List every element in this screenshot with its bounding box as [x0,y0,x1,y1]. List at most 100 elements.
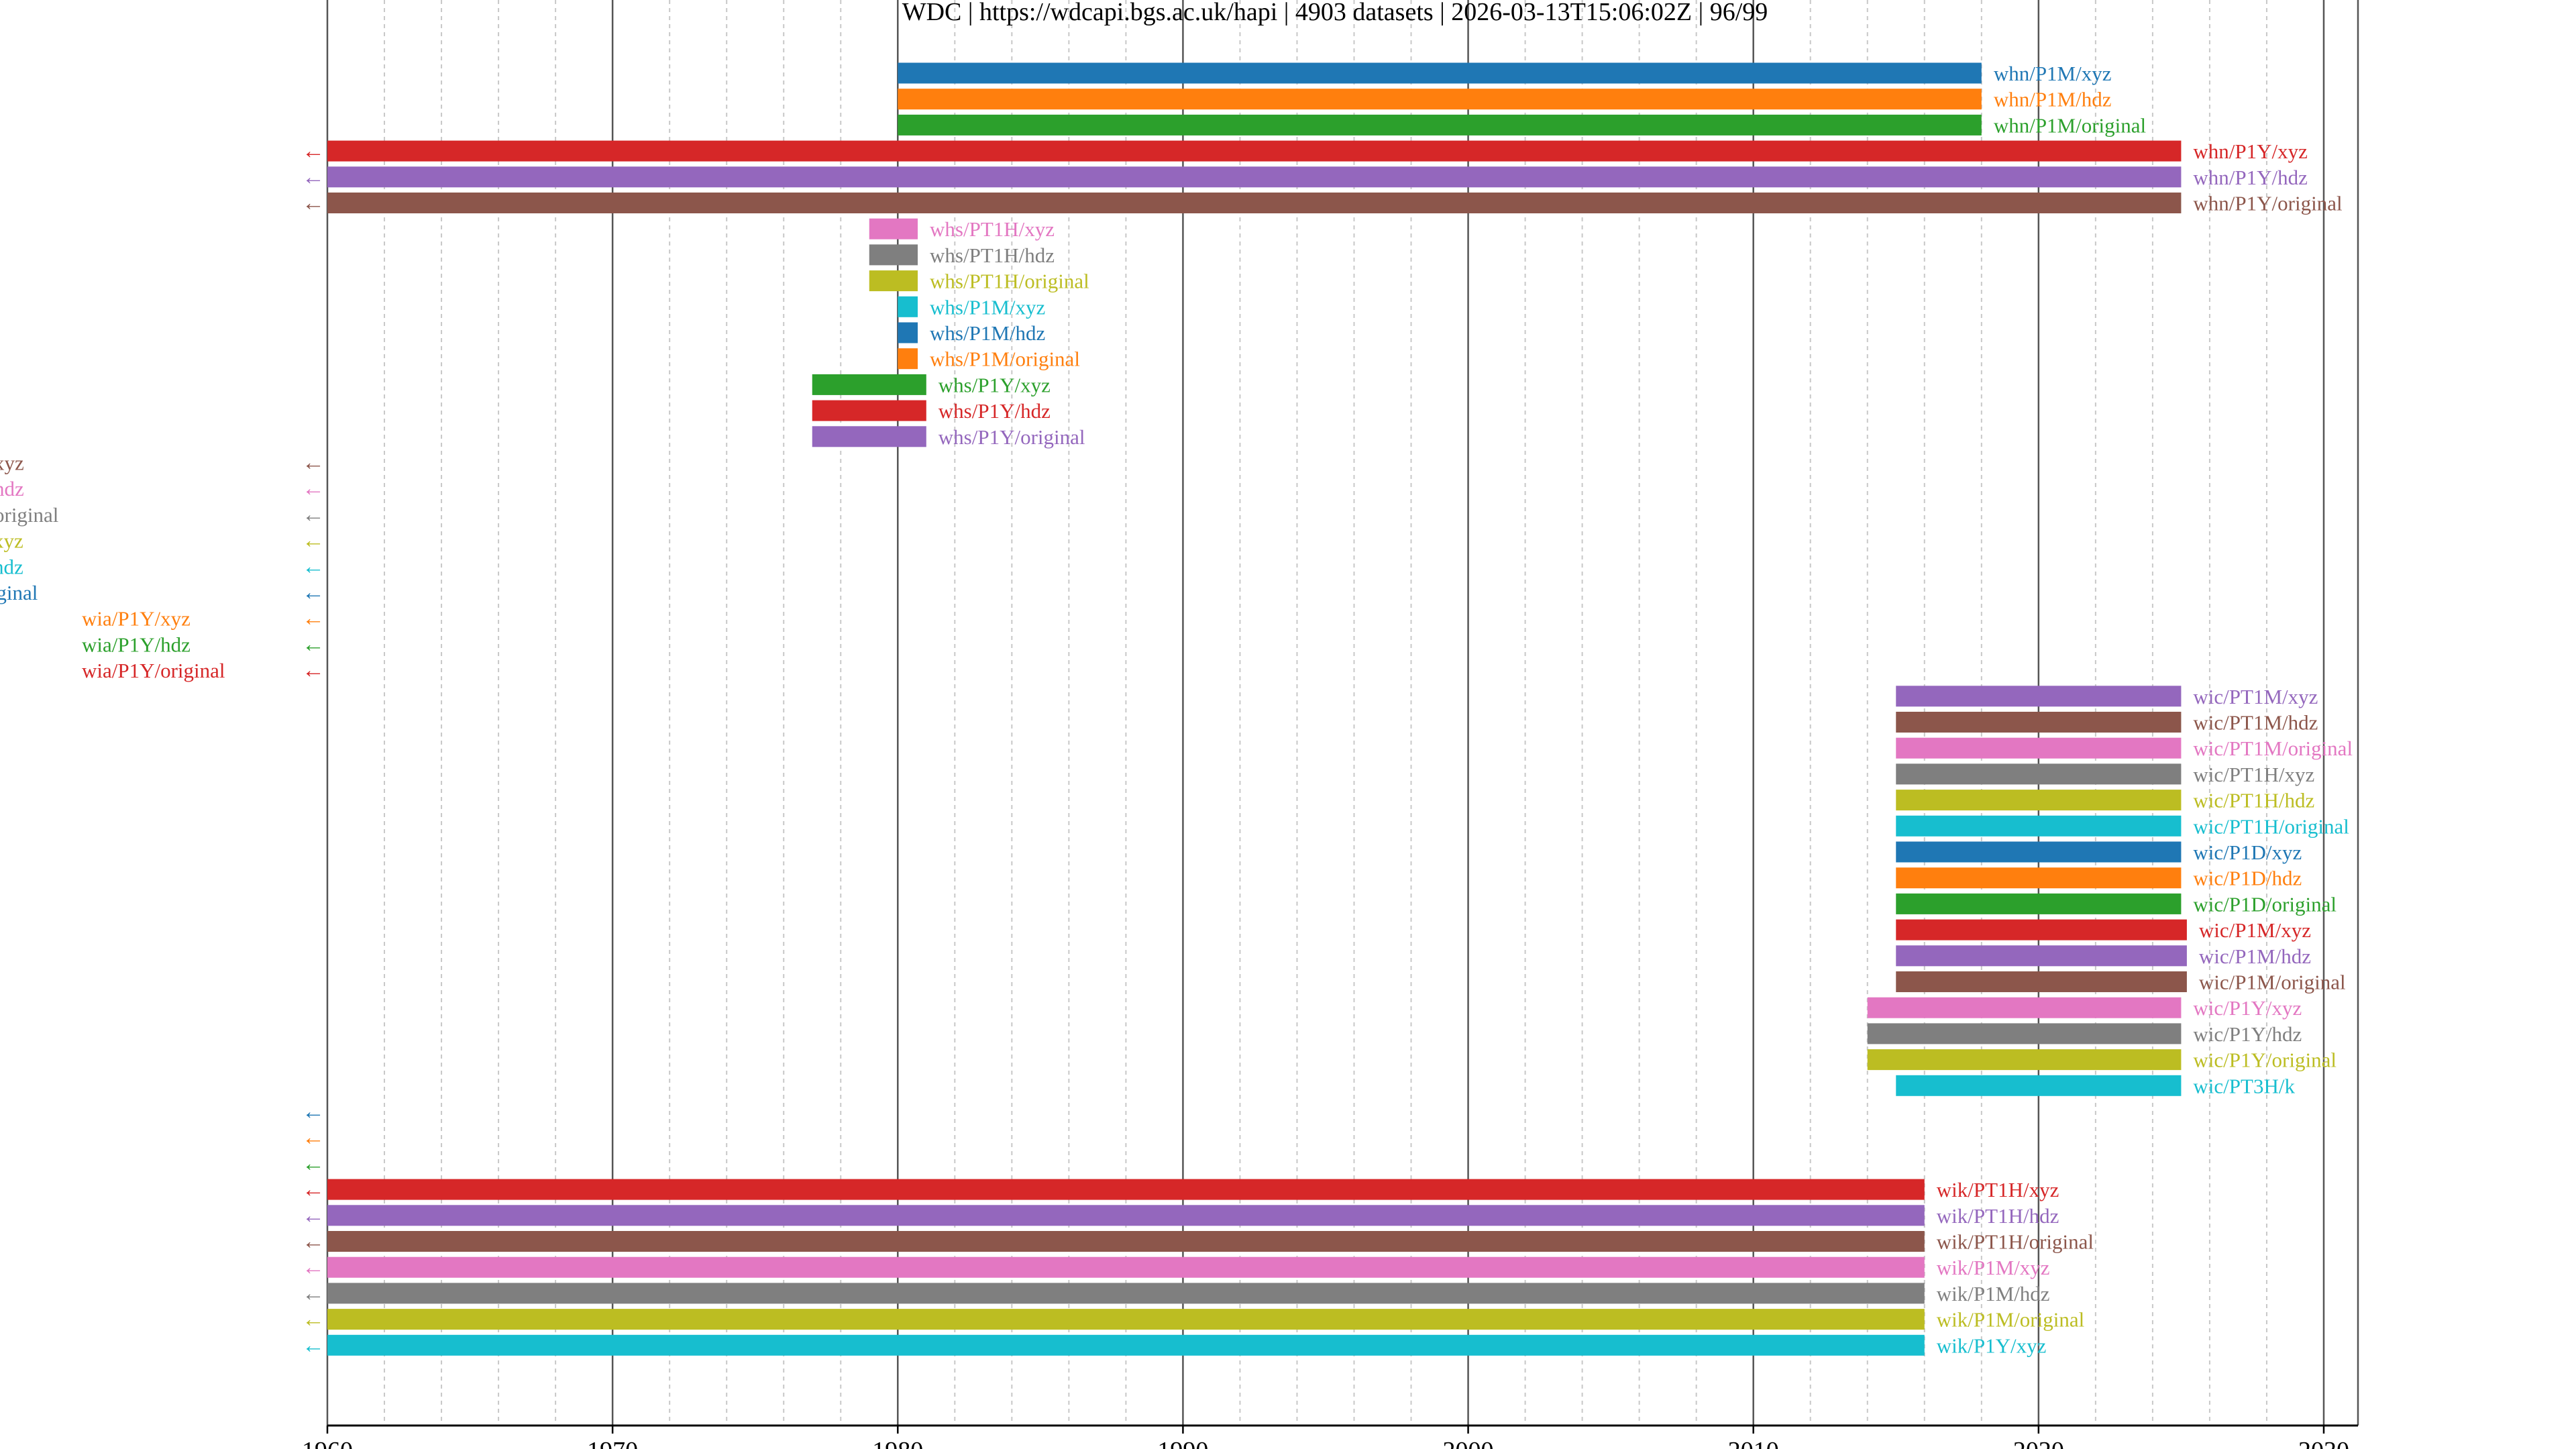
dataset-bar [327,1231,1925,1252]
dataset-bar [869,244,918,266]
truncation-arrow: ← [302,1126,325,1150]
dataset-label: wic/PT1H/hdz [2193,789,2314,812]
truncation-arrow: ← [302,1281,325,1306]
dataset-label: whn/P1M/xyz [1994,62,2112,85]
x-tick-label: 1970 [587,1437,638,1449]
dataset-label: whs/P1M/hdz [930,321,1045,345]
dataset-label: whs/P1M/xyz [930,295,1045,319]
dataset-bar [1896,790,2182,811]
truncation-arrow: ← [302,554,325,579]
dataset-label: whs/PT1H/xyz [930,217,1055,241]
dataset-label: whn/P1M/original [1994,113,2146,137]
dataset-label: whn/P1M/hdz [1994,88,2112,111]
truncation-arrow: ← [302,502,325,527]
dataset-label: xyz [0,529,23,553]
dataset-bar [1867,997,2182,1018]
dataset-bar [327,166,2182,188]
dataset-label: H/xyz [0,451,24,475]
truncation-arrow: ← [302,1099,325,1124]
dataset-bar [1896,815,2182,837]
truncation-arrow: ← [302,632,325,657]
truncation-arrow: ← [302,1307,325,1332]
truncation-arrow: ← [302,165,325,190]
dataset-bar [1896,763,2182,785]
x-tick-label: 2020 [2013,1437,2064,1449]
truncation-arrow: ← [302,606,325,631]
truncation-arrow: ← [302,580,325,605]
dataset-bar [1896,867,2182,889]
truncation-arrow: ← [302,1177,325,1202]
chart-title: WDC | https://wdcapi.bgs.ac.uk/hapi | 49… [902,0,1768,26]
dataset-bar [1896,945,2187,967]
truncation-arrows: ←←←←←←←←←←←←←←←←←←←←←← [302,139,325,1358]
dataset-label: whs/PT1H/hdz [930,244,1055,267]
dataset-label: wic/PT1M/original [2193,737,2353,760]
truncation-arrow: ← [302,476,325,501]
dataset-label: wik/P1Y/xyz [1937,1334,2047,1357]
dataset-label: whn/P1Y/xyz [2193,140,2308,163]
dataset-label: wic/P1M/original [2199,971,2346,994]
dataset-bar [1896,712,2182,733]
dataset-bar [1896,841,2182,863]
dataset-label: wic/P1M/xyz [2199,918,2311,942]
dataset-bar [898,114,1982,136]
dataset-bar [1896,971,2187,992]
truncation-arrow: ← [302,529,325,553]
truncation-arrow: ← [302,139,325,164]
dataset-bar [812,374,926,395]
dataset-bar [1896,893,2182,914]
dataset-label: wik/P1M/hdz [1937,1282,2050,1305]
dataset-bar [869,218,918,239]
dataset-bar [1896,737,2182,759]
dataset-label: wic/P1Y/original [2193,1049,2337,1072]
dataset-bar [869,270,918,292]
x-tick-label: 1990 [1157,1437,1208,1449]
dataset-label: wik/P1M/xyz [1937,1256,2050,1279]
dataset-label: wic/P1Y/xyz [2193,996,2302,1020]
dataset-bar [898,322,918,343]
dataset-bar [898,348,918,370]
dataset-bar [327,1205,1925,1226]
dataset-bar [1896,919,2187,941]
dataset-label: H/hdz [0,477,24,500]
x-tick-label: 1980 [872,1437,923,1449]
dataset-bar [327,140,2182,162]
x-tick-label: 2000 [1443,1437,1494,1449]
x-axis-ticks: 1960 1970 1980 1990 2000 2010 2020 2030 [302,1426,2349,1449]
dataset-label: wik/PT1H/xyz [1937,1178,2059,1201]
dataset-bar [898,296,918,317]
dataset-label: wia/P1Y/original [82,659,225,682]
dataset-label: wic/PT1M/xyz [2193,685,2318,708]
dataset-bar [898,62,1982,84]
dataset-bar [812,426,926,447]
dataset-bar [1867,1049,2182,1071]
truncation-arrow: ← [302,1333,325,1358]
dataset-bar [1896,686,2182,707]
dataset-bar [898,89,1982,110]
truncation-arrow: ← [302,1255,325,1280]
dataset-label: wic/P1D/original [2193,892,2337,916]
x-tick-label: 2010 [1728,1437,1779,1449]
dataset-label: wic/PT3H/k [2193,1074,2295,1097]
dataset-bar [812,400,926,421]
dataset-label: wic/P1D/hdz [2193,867,2302,890]
dataset-label: whs/PT1H/original [930,270,1089,293]
dataset-label: whs/P1Y/original [938,425,1085,449]
dataset-label: wia/P1Y/xyz [82,607,191,631]
dataset-label: H/original [0,503,58,527]
dataset-bar [327,1334,1925,1356]
truncation-arrow: ← [302,451,325,476]
dataset-label: wik/PT1H/hdz [1937,1204,2059,1228]
dataset-label: wia/P1Y/hdz [82,633,191,656]
dataset-bar [327,193,2182,213]
dataset-bar [327,1179,1925,1200]
truncation-arrow: ← [302,191,325,216]
x-tick-label: 2030 [2298,1437,2349,1449]
dataset-bar [1867,1023,2182,1044]
dataset-label: whn/P1Y/hdz [2193,166,2308,189]
dataset-bars [327,62,2187,1356]
dataset-label: whs/P1Y/xyz [938,373,1051,396]
dataset-label: wik/P1M/original [1937,1308,2084,1332]
